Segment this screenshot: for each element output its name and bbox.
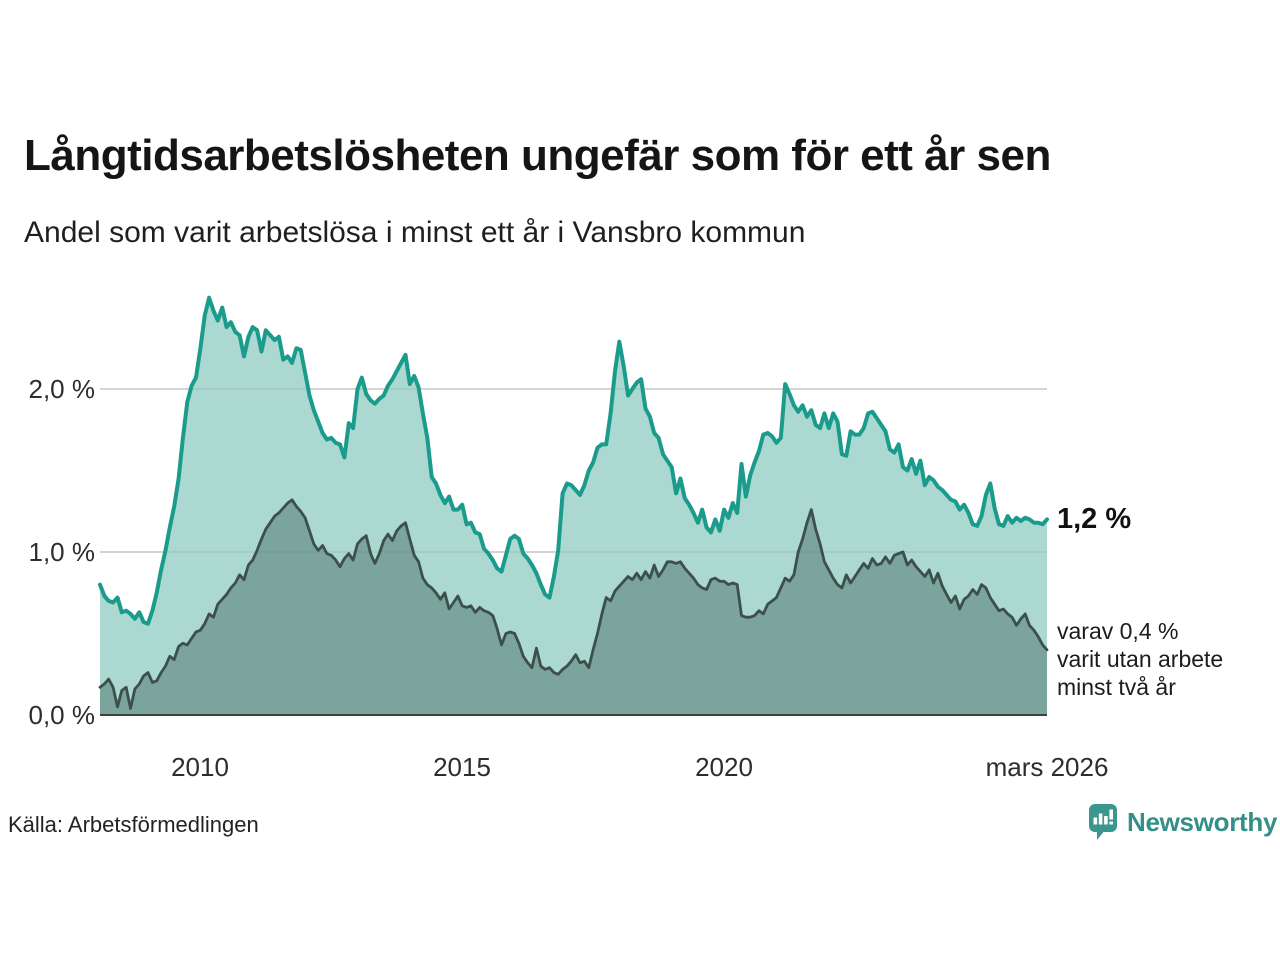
- newsworthy-bubble-icon: [1089, 804, 1117, 840]
- end-value-label: 1,2 %: [1057, 503, 1132, 535]
- source-credit: Källa: Arbetsförmedlingen: [8, 812, 259, 837]
- y-tick-label: 2,0 %: [28, 374, 96, 404]
- newsworthy-wordmark: Newsworthy: [1127, 807, 1278, 837]
- x-tick-label: mars 2026: [985, 752, 1109, 782]
- x-tick-label: 2015: [433, 752, 491, 782]
- y-tick-label: 0,0 %: [28, 700, 96, 730]
- page-title: Långtidsarbetslösheten ungefär som för e…: [24, 131, 1051, 180]
- line-min-two-years: [98, 498, 1049, 710]
- chart-subtitle: Andel som varit arbetslösa i minst ett å…: [24, 216, 806, 249]
- x-tick-label: 2010: [171, 752, 229, 782]
- y-tick-label: 1,0 %: [28, 537, 96, 567]
- area-min-two-years: [100, 499, 1047, 715]
- line-min-one-year: [98, 295, 1049, 626]
- newsworthy-logo: Newsworthy: [1088, 803, 1277, 842]
- x-tick-label: 2020: [695, 752, 753, 782]
- two-year-annotation: varav 0,4 % varit utan arbete minst två …: [1057, 618, 1224, 700]
